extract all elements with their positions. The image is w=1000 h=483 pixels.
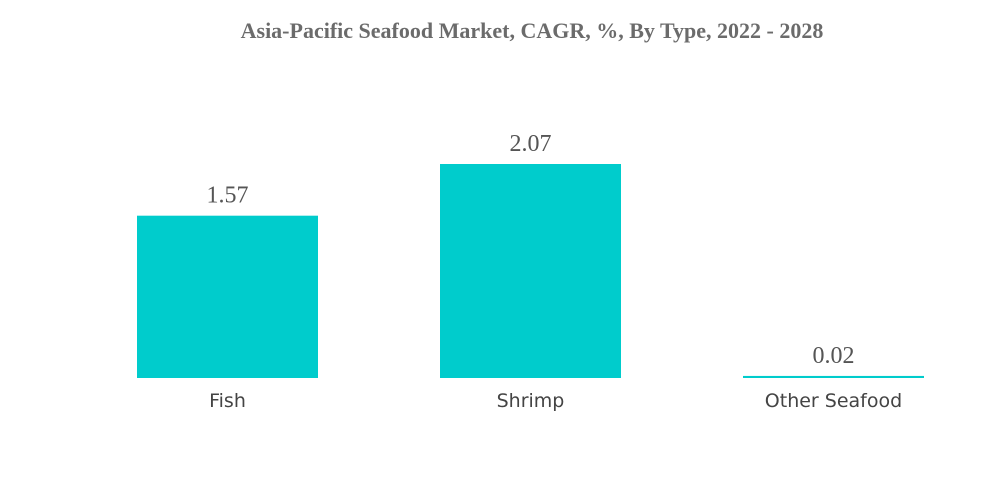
value-label: 1.57 bbox=[207, 183, 249, 209]
value-label: 2.07 bbox=[510, 131, 552, 157]
value-label: 0.02 bbox=[813, 343, 855, 369]
bar bbox=[440, 164, 621, 378]
x-tick-label: Other Seafood bbox=[765, 390, 902, 412]
chart-title: Asia-Pacific Seafood Market, CAGR, %, By… bbox=[241, 18, 824, 43]
x-tick-label: Fish bbox=[209, 390, 246, 412]
x-tick-label: Shrimp bbox=[497, 390, 565, 412]
bar bbox=[743, 375, 924, 378]
bar bbox=[137, 215, 318, 378]
